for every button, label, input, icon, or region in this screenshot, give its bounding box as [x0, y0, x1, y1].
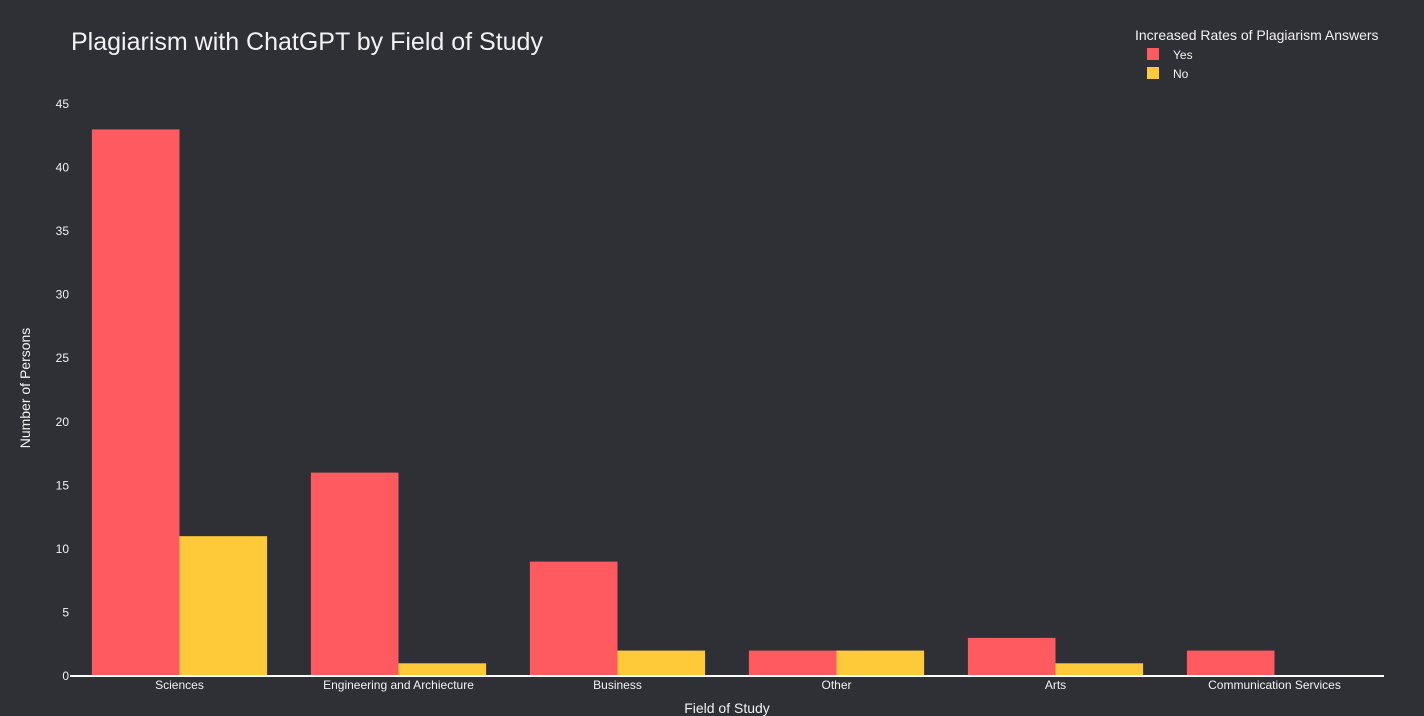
x-tick-label: Communication Services — [1208, 678, 1341, 692]
x-tick-label: Other — [821, 678, 851, 692]
x-axis-ticks: Sciences Engineering and Archiecture Busin… — [155, 678, 1341, 692]
bars — [91, 129, 1275, 676]
chart-title: Plagiarism with ChatGPT by Field of Stud… — [71, 28, 543, 56]
y-tick-label: 20 — [56, 415, 70, 429]
y-tick-label: 10 — [56, 542, 70, 556]
bar-no-0[interactable] — [179, 536, 268, 676]
y-tick-label: 35 — [56, 224, 70, 238]
bar-yes-3[interactable] — [748, 650, 837, 676]
bar-yes-2[interactable] — [529, 561, 618, 676]
legend-label-no[interactable]: No — [1173, 67, 1189, 81]
y-tick-label: 45 — [56, 97, 70, 111]
bar-yes-1[interactable] — [310, 472, 399, 676]
bar-no-3[interactable] — [836, 650, 925, 676]
legend-swatch-no[interactable] — [1147, 67, 1159, 79]
bar-yes-0[interactable] — [91, 129, 180, 676]
legend-title: Increased Rates of Plagiarism Answers — [1135, 27, 1379, 43]
bar-no-2[interactable] — [617, 650, 706, 676]
y-tick-label: 30 — [56, 288, 70, 302]
bar-no-4[interactable] — [1055, 663, 1144, 676]
y-tick-label: 15 — [56, 478, 70, 492]
y-tick-label: 5 — [62, 605, 69, 619]
x-tick-label: Business — [593, 678, 642, 692]
legend-swatch-yes[interactable] — [1147, 48, 1159, 60]
x-tick-label: Arts — [1045, 678, 1066, 692]
x-axis-title: Field of Study — [684, 700, 770, 716]
y-tick-label: 40 — [56, 161, 70, 175]
x-tick-label: Sciences — [155, 678, 204, 692]
legend: Increased Rates of Plagiarism Answers Ye… — [1135, 27, 1379, 81]
legend-label-yes[interactable]: Yes — [1173, 48, 1193, 62]
bar-yes-4[interactable] — [967, 637, 1056, 676]
y-axis-ticks: 0 5 10 15 20 25 30 35 40 45 — [56, 97, 70, 683]
y-axis-title: Number of Persons — [17, 328, 33, 449]
y-tick-label: 0 — [62, 669, 69, 683]
bar-yes-5[interactable] — [1186, 650, 1275, 676]
bar-no-1[interactable] — [398, 663, 487, 676]
y-tick-label: 25 — [56, 351, 70, 365]
x-tick-label: Engineering and Archiecture — [323, 678, 474, 692]
